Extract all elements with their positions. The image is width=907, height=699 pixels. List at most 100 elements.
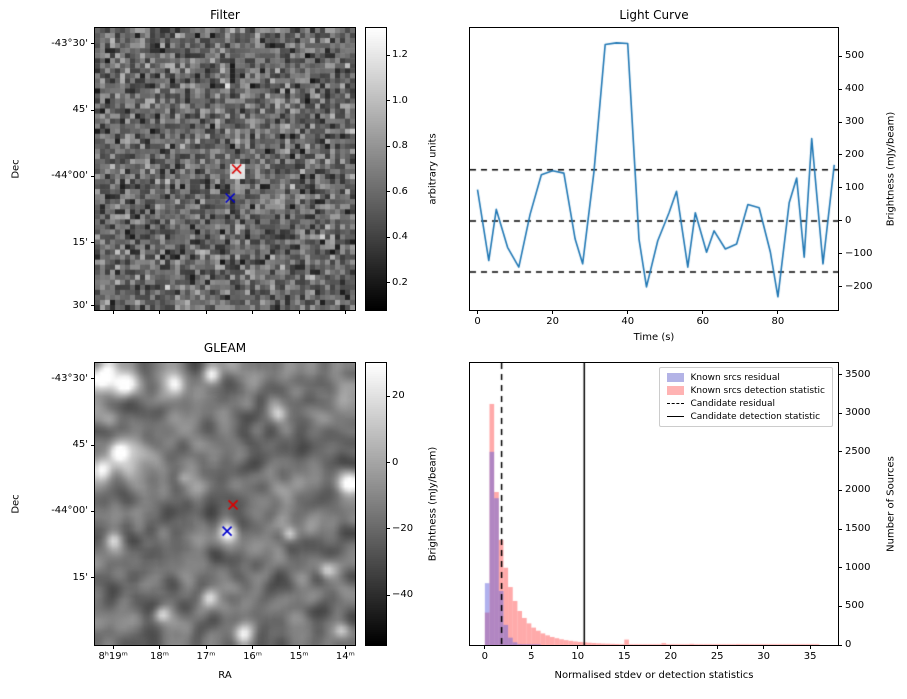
filter-x-tickmark xyxy=(252,310,254,314)
histogram-x-tickmark xyxy=(623,645,625,649)
filter-colorbar-canvas xyxy=(366,28,386,310)
histogram-y-tickmark xyxy=(838,412,842,414)
gleam-y-ticklabel: 45' xyxy=(72,439,88,451)
gleam-colorbar-label: Brightness (mJy/beam) xyxy=(427,446,439,562)
histogram-x-ticklabel: 35 xyxy=(803,651,817,662)
histogram-x-tickmark xyxy=(716,645,718,649)
histogram-y-ticklabel: 2500 xyxy=(845,445,871,457)
light-curve-x-tickmark xyxy=(477,310,478,314)
light-curve-x-ticklabel: 60 xyxy=(696,316,710,327)
filter-y-tickmark xyxy=(91,175,95,177)
legend-entry-label: Known srcs detection statistic xyxy=(690,385,825,396)
gleam-colorbar-canvas xyxy=(366,363,386,645)
gleam-x-ticklabel: 18ᵐ xyxy=(149,651,169,662)
gleam-x-tickmark xyxy=(298,645,300,649)
gleam-panel xyxy=(94,362,356,646)
histogram-y-ticklabel: 0 xyxy=(845,639,852,650)
gleam-colorbar-ticklabel: 0 xyxy=(392,456,399,468)
gleam-colorbar-tickmark xyxy=(386,462,390,464)
histogram-y-tickmark xyxy=(838,528,842,530)
light-curve-x-ticklabel: 40 xyxy=(621,316,635,327)
light-curve-y-ticklabel: 500 xyxy=(845,50,865,62)
filter-image-canvas xyxy=(95,28,355,310)
light-curve-title: Light Curve xyxy=(619,8,689,22)
filter-y-ticklabel: 30' xyxy=(72,299,88,311)
filter-colorbar-tickmark xyxy=(386,236,390,238)
gleam-image-canvas xyxy=(95,363,355,645)
filter-colorbar-label: arbitrary units xyxy=(427,133,439,205)
histogram-y-ticklabel: 1000 xyxy=(845,561,871,573)
histogram-x-tickmark xyxy=(670,645,672,649)
light-curve-xlabel: Time (s) xyxy=(633,332,675,343)
light-curve-y-ticklabel: 200 xyxy=(845,148,865,160)
histogram-x-tickmark xyxy=(763,645,765,649)
light-curve-x-ticklabel: 80 xyxy=(771,316,785,327)
filter-y-tickmark xyxy=(91,43,95,45)
histogram-x-tickmark xyxy=(809,645,811,649)
filter-colorbar-ticklabel: 1.0 xyxy=(392,94,408,106)
filter-x-tickmark xyxy=(158,310,160,314)
legend-entry-label: Candidate detection statistic xyxy=(690,411,821,422)
gleam-y-tickmark xyxy=(91,444,95,446)
light-curve-panel xyxy=(469,27,839,311)
histogram-y-ticklabel: 2000 xyxy=(845,484,871,496)
histogram-x-tickmark xyxy=(530,645,532,649)
histogram-panel: Known srcs residual Known srcs detection … xyxy=(469,362,839,646)
histogram-x-tickmark xyxy=(577,645,579,649)
filter-title: Filter xyxy=(210,8,240,22)
light-curve-canvas xyxy=(470,28,838,310)
histogram-y-ticklabel: 3500 xyxy=(845,368,871,380)
light-curve-y-ticklabel: −200 xyxy=(845,280,873,292)
filter-colorbar-tickmark xyxy=(386,145,390,147)
filter-colorbar-ticklabel: 0.8 xyxy=(392,140,408,152)
histogram-y-tickmark xyxy=(838,644,842,646)
gleam-y-ticklabel: -43°30' xyxy=(51,372,88,384)
legend-entry-label: Candidate residual xyxy=(690,398,776,409)
legend-entry: Candidate residual xyxy=(667,397,825,410)
light-curve-y-tickmark xyxy=(838,286,842,288)
light-curve-y-tickmark xyxy=(838,187,842,189)
filter-x-tickmark xyxy=(205,310,207,314)
gleam-colorbar-ticklabel: −40 xyxy=(392,589,414,601)
histogram-y-ticklabel: 3000 xyxy=(845,407,871,419)
light-curve-y-tickmark xyxy=(838,55,842,57)
legend-entry: Candidate detection statistic xyxy=(667,410,825,423)
filter-colorbar-tickmark xyxy=(386,191,390,193)
gleam-x-tickmark xyxy=(112,645,114,649)
filter-panel xyxy=(94,27,356,311)
filter-y-ticklabel: 45' xyxy=(72,104,88,116)
histogram-y-tickmark xyxy=(838,605,842,607)
filter-colorbar-tickmark xyxy=(386,282,390,284)
gleam-x-ticklabel: 16ᵐ xyxy=(243,651,263,662)
histogram-x-ticklabel: 5 xyxy=(528,651,535,662)
light-curve-x-tickmark xyxy=(777,310,779,314)
filter-x-tickmark xyxy=(344,310,346,314)
gleam-colorbar-tickmark xyxy=(386,528,390,530)
histogram-x-ticklabel: 20 xyxy=(664,651,678,662)
gleam-colorbar-ticklabel: 20 xyxy=(392,390,405,402)
light-curve-x-tickmark xyxy=(702,310,704,314)
gleam-xlabel: RA xyxy=(218,670,232,681)
histogram-y-ticklabel: 1500 xyxy=(845,523,871,535)
light-curve-x-ticklabel: 0 xyxy=(474,316,481,327)
light-curve-y-tickmark xyxy=(838,253,842,255)
filter-y-ticklabel: -43°30' xyxy=(51,37,88,49)
histogram-ylabel: Number of Sources xyxy=(885,456,897,552)
histogram-x-ticklabel: 15 xyxy=(617,651,631,662)
histogram-x-ticklabel: 25 xyxy=(710,651,724,662)
histogram-x-tickmark xyxy=(484,645,486,649)
light-curve-ylabel: Brightness (mJy/beam) xyxy=(885,111,897,227)
gleam-colorbar-tickmark xyxy=(386,594,390,596)
filter-colorbar-tickmark xyxy=(386,54,390,56)
gleam-title: GLEAM xyxy=(203,341,247,355)
legend-entry-label: Known srcs residual xyxy=(690,372,780,383)
light-curve-y-ticklabel: 0 xyxy=(845,214,852,226)
filter-y-tickmark xyxy=(91,305,95,307)
histogram-y-tickmark xyxy=(838,489,842,491)
gleam-y-tickmark xyxy=(91,510,95,512)
filter-colorbar-ticklabel: 1.2 xyxy=(392,49,408,61)
filter-colorbar-ticklabel: 0.4 xyxy=(392,231,408,243)
legend-dashed-line-swatch xyxy=(667,403,685,404)
gleam-ylabel: Dec xyxy=(10,494,22,514)
